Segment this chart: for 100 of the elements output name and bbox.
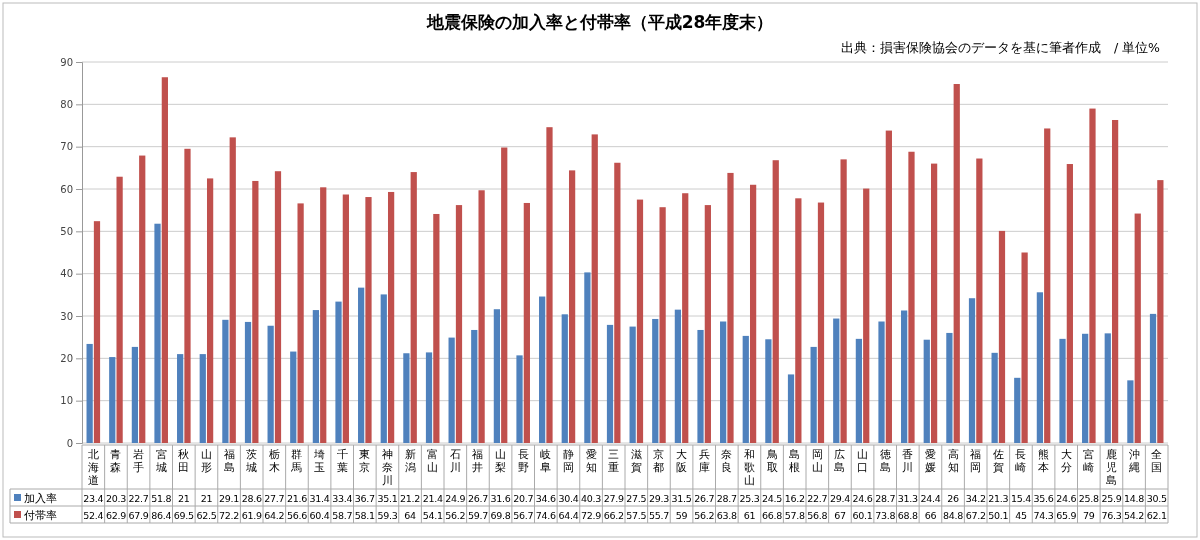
- bar: [968, 298, 976, 443]
- data-label: 34.2: [965, 492, 986, 504]
- bar: [471, 329, 478, 443]
- legend-label: 加入率: [24, 491, 57, 504]
- bar: [976, 158, 983, 443]
- data-label: 74.3: [1033, 509, 1054, 521]
- x-tick-label: 千葉: [336, 448, 348, 474]
- bar: [312, 310, 320, 443]
- data-label: 68.8: [897, 509, 919, 521]
- data-label: 56.8: [807, 509, 828, 521]
- data-label: 86.4: [151, 509, 172, 521]
- x-tick-label: 埼玉: [313, 448, 326, 474]
- x-tick-label: 栃木: [268, 448, 280, 474]
- bar: [244, 321, 252, 443]
- data-label: 57.5: [626, 509, 647, 521]
- x-tick-label: 宮崎: [1083, 448, 1095, 474]
- bar: [998, 230, 1006, 443]
- data-label: 55.7: [648, 509, 670, 521]
- data-label: 66: [924, 509, 937, 521]
- source-note: 出典：損害保険協会のデータを基に筆者作成 / 単位%: [840, 40, 1161, 55]
- x-tick-label: 秋田: [178, 448, 190, 474]
- bar: [614, 162, 621, 443]
- data-label: 31.6: [490, 492, 511, 504]
- bar: [546, 127, 553, 443]
- x-tick-label: 愛知: [585, 448, 597, 474]
- data-label: 50.1: [988, 509, 1009, 521]
- bar: [991, 352, 998, 443]
- x-tick-label: 鳥取: [765, 448, 778, 474]
- bar: [652, 318, 659, 443]
- data-label: 60.1: [852, 509, 873, 521]
- data-label: 64: [404, 509, 417, 521]
- y-tick-label: 90: [60, 56, 73, 68]
- bar: [206, 178, 214, 443]
- x-tick-label: 福島: [223, 448, 235, 474]
- bar: [817, 202, 825, 443]
- data-label: 25.9: [1101, 492, 1122, 504]
- bar: [674, 309, 682, 443]
- bar: [901, 310, 908, 443]
- bar: [923, 339, 930, 443]
- bar: [229, 137, 236, 443]
- data-label: 35.6: [1033, 492, 1054, 504]
- bar: [795, 198, 802, 443]
- x-tick-label: 三重: [608, 448, 620, 474]
- bar: [425, 352, 433, 443]
- bar: [584, 272, 591, 443]
- bar: [930, 163, 938, 443]
- bar: [501, 147, 508, 443]
- data-label: 64.4: [558, 509, 579, 521]
- x-tick-label: 奈良: [721, 448, 733, 474]
- bar: [290, 351, 297, 443]
- data-label: 15.4: [1010, 492, 1032, 504]
- bar: [591, 134, 598, 443]
- data-label: 26: [947, 492, 960, 504]
- data-label: 33.4: [332, 492, 353, 504]
- data-label: 20.3: [105, 492, 127, 504]
- bar: [810, 346, 817, 443]
- data-label: 28.7: [716, 492, 738, 504]
- data-label: 62.5: [196, 509, 217, 521]
- x-tick-label: 長崎: [1015, 448, 1027, 474]
- bar: [908, 151, 915, 443]
- bar: [1089, 108, 1096, 443]
- bar: [342, 194, 349, 443]
- bar: [387, 191, 395, 443]
- data-label: 21: [200, 492, 213, 504]
- data-label: 29.1: [219, 492, 240, 504]
- data-label: 28.6: [241, 492, 262, 504]
- data-label: 21.2: [400, 492, 421, 504]
- y-tick-label: 50: [60, 226, 73, 238]
- x-tick-label: 岩手: [133, 448, 145, 474]
- bar: [953, 84, 960, 443]
- data-label: 22.7: [807, 492, 828, 504]
- data-label: 66.8: [762, 509, 783, 521]
- data-label: 22.7: [128, 492, 149, 504]
- bar: [380, 294, 387, 443]
- x-tick-label: 青森: [110, 448, 122, 474]
- data-label: 62.1: [1146, 509, 1167, 521]
- bar: [1059, 338, 1066, 443]
- bar: [252, 180, 259, 443]
- bar: [1036, 292, 1044, 443]
- y-tick-label: 10: [60, 395, 73, 407]
- x-tick-label: 福岡: [970, 448, 982, 474]
- data-label: 24.6: [1056, 492, 1077, 504]
- x-tick-label: 静岡: [562, 448, 574, 474]
- data-label: 79: [1083, 509, 1095, 521]
- bar: [516, 355, 523, 443]
- x-tick-label: 岡山: [811, 448, 823, 474]
- bar: [606, 324, 614, 443]
- data-label: 57.8: [784, 509, 805, 521]
- data-label: 67.2: [965, 509, 986, 521]
- x-tick-label: 広島: [834, 448, 846, 474]
- bar: [274, 171, 282, 443]
- x-tick-label: 大阪: [676, 448, 688, 474]
- x-tick-label: 滋賀: [630, 448, 642, 474]
- bar: [297, 203, 304, 443]
- bar: [742, 335, 749, 443]
- data-label: 72.9: [581, 509, 602, 521]
- data-label: 36.7: [354, 492, 376, 504]
- bar: [568, 170, 576, 443]
- data-label: 60.4: [309, 509, 330, 521]
- data-label: 66.2: [603, 509, 624, 521]
